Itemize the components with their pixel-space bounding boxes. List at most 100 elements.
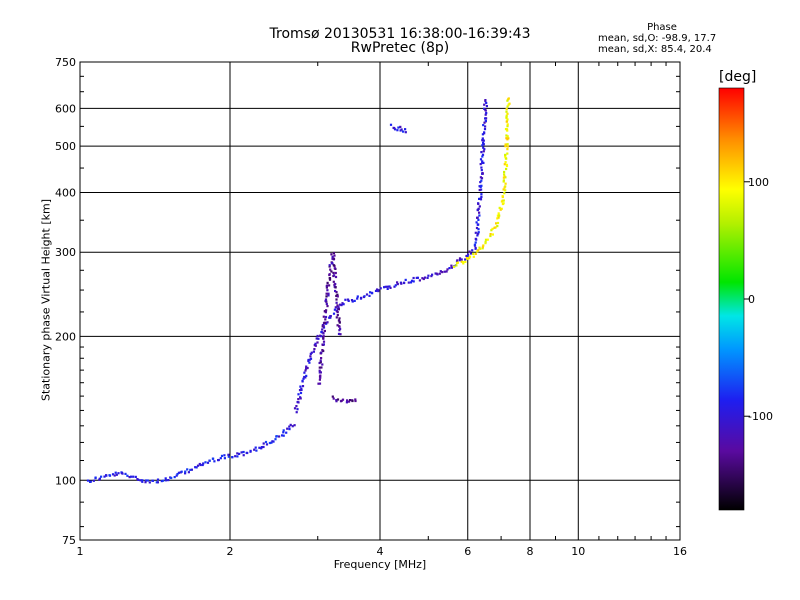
echo-point — [452, 265, 456, 268]
echo-point — [100, 475, 103, 478]
echo-point — [319, 361, 322, 364]
echo-point — [333, 254, 336, 257]
echo-point — [479, 176, 482, 179]
colorbar-tick-label: 100 — [748, 176, 769, 189]
echo-point — [505, 137, 508, 140]
echo-point — [479, 158, 483, 161]
echo-point — [483, 148, 486, 151]
echo-point — [318, 366, 321, 369]
echo-point — [318, 378, 321, 381]
echo-point — [255, 449, 258, 452]
echo-point — [340, 399, 343, 402]
echo-point — [471, 249, 474, 252]
echo-point — [394, 128, 397, 131]
echo-point — [274, 438, 277, 441]
echo-point — [332, 271, 335, 274]
echo-point — [187, 471, 190, 474]
echo-point — [219, 457, 222, 460]
echo-point — [309, 355, 312, 358]
echo-point — [258, 446, 261, 449]
echo-point — [483, 128, 487, 131]
echo-point — [481, 247, 484, 250]
echo-point — [186, 468, 189, 471]
echo-point — [144, 481, 147, 484]
echo-point — [322, 343, 325, 346]
echo-point — [478, 188, 481, 192]
echo-point — [446, 268, 449, 271]
echo-point — [336, 295, 339, 298]
plot-frame — [79, 61, 681, 541]
echo-point — [111, 473, 115, 476]
echo-point — [481, 137, 484, 140]
echo-point — [307, 358, 310, 362]
echo-point — [320, 357, 323, 360]
phase-stats-x-mode: mean, sd,X: 85.4, 20.4 — [598, 44, 712, 55]
echo-point — [335, 400, 338, 403]
echo-point — [308, 358, 311, 361]
colorbar-tick-label: 0 — [748, 293, 755, 306]
echo-point — [412, 276, 415, 280]
echo-point — [297, 398, 300, 401]
echo-point — [318, 361, 321, 365]
echo-point — [332, 397, 335, 400]
echo-point — [190, 468, 193, 471]
echo-point — [400, 282, 403, 285]
y-tick-label: 400 — [55, 186, 76, 199]
echo-point — [324, 298, 328, 301]
echo-point — [475, 226, 479, 230]
data-points — [86, 97, 511, 484]
echo-point — [481, 153, 485, 156]
x-tick-label: 6 — [464, 545, 471, 558]
echo-point — [346, 298, 350, 301]
echo-point — [476, 216, 479, 219]
echo-point — [482, 139, 485, 142]
echo-point — [404, 131, 407, 134]
echo-point — [314, 342, 317, 345]
echo-point — [481, 245, 484, 248]
x-tick-label: 8 — [527, 545, 534, 558]
echo-point — [404, 128, 407, 131]
echo-point — [323, 310, 326, 313]
echo-point — [504, 155, 507, 158]
echo-point — [306, 366, 309, 370]
echo-point — [409, 281, 413, 284]
echo-point — [322, 326, 326, 329]
echo-point — [324, 299, 327, 303]
echo-point — [337, 308, 340, 311]
echo-point — [286, 427, 289, 430]
echo-point — [353, 299, 356, 302]
echo-point — [505, 110, 508, 113]
echo-point — [384, 285, 387, 288]
echo-point — [479, 198, 483, 201]
echo-point — [335, 309, 338, 312]
echo-point — [455, 264, 458, 267]
echo-point — [338, 329, 341, 332]
echo-point — [308, 361, 311, 364]
echo-point — [396, 281, 399, 284]
echo-point — [121, 472, 124, 475]
echo-point — [113, 474, 116, 477]
colorbar-tick-label: -100 — [748, 410, 773, 423]
echo-point — [495, 222, 498, 225]
echo-point — [321, 363, 324, 366]
echo-point — [426, 276, 429, 279]
echo-point — [484, 119, 487, 122]
echo-point — [478, 205, 481, 208]
echo-point — [316, 341, 319, 344]
echo-point — [328, 277, 332, 280]
echo-point — [354, 399, 357, 403]
echo-point — [319, 374, 322, 377]
echo-point — [108, 474, 111, 477]
echo-point — [321, 349, 324, 352]
echo-point — [184, 472, 187, 475]
echo-point — [223, 454, 226, 457]
echo-point — [474, 237, 477, 240]
echo-point — [506, 143, 509, 146]
echo-point — [489, 234, 492, 238]
echo-point — [180, 470, 183, 473]
echo-point — [460, 258, 463, 261]
echo-point — [503, 175, 506, 178]
axis-ticks: 1 2 4 6 8 10 16 75 100 200 300 400 500 600 750 — [55, 56, 687, 558]
echo-point — [336, 314, 339, 317]
echo-point — [282, 429, 285, 432]
